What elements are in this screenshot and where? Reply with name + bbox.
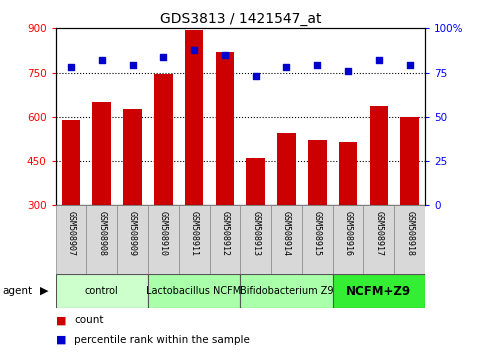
- Bar: [271, 205, 302, 274]
- Text: GSM508913: GSM508913: [251, 211, 260, 256]
- Text: GSM508907: GSM508907: [67, 211, 75, 256]
- Bar: [400, 117, 419, 205]
- Point: [313, 63, 321, 68]
- Text: GSM508918: GSM508918: [405, 211, 414, 256]
- Text: GSM508916: GSM508916: [343, 211, 353, 256]
- Point: [283, 64, 290, 70]
- Point: [159, 54, 167, 59]
- Bar: [62, 120, 80, 205]
- Text: GSM508915: GSM508915: [313, 211, 322, 256]
- Text: GSM508914: GSM508914: [282, 211, 291, 256]
- Text: control: control: [85, 286, 119, 296]
- Bar: [369, 107, 388, 205]
- Bar: [333, 274, 425, 308]
- Bar: [154, 74, 172, 205]
- Bar: [277, 133, 296, 205]
- Bar: [148, 274, 241, 308]
- Bar: [240, 274, 333, 308]
- Point: [344, 68, 352, 74]
- Bar: [210, 205, 240, 274]
- Bar: [302, 205, 333, 274]
- Bar: [148, 205, 179, 274]
- Text: GSM508911: GSM508911: [190, 211, 199, 256]
- Text: GSM508909: GSM508909: [128, 211, 137, 256]
- Bar: [339, 142, 357, 205]
- Text: Bifidobacterium Z9: Bifidobacterium Z9: [240, 286, 333, 296]
- Bar: [123, 109, 142, 205]
- Bar: [86, 205, 117, 274]
- Point: [128, 63, 136, 68]
- Text: GSM508908: GSM508908: [97, 211, 106, 256]
- Point: [190, 47, 198, 52]
- Bar: [364, 205, 394, 274]
- Point: [221, 52, 229, 58]
- Point: [252, 73, 259, 79]
- Title: GDS3813 / 1421547_at: GDS3813 / 1421547_at: [159, 12, 321, 26]
- Bar: [179, 205, 210, 274]
- Text: percentile rank within the sample: percentile rank within the sample: [74, 335, 250, 345]
- Point: [375, 57, 383, 63]
- Text: agent: agent: [2, 286, 32, 296]
- Point: [98, 57, 106, 63]
- Bar: [308, 141, 327, 205]
- Text: ■: ■: [56, 335, 66, 345]
- Point: [406, 63, 413, 68]
- Bar: [240, 205, 271, 274]
- Text: ▶: ▶: [40, 286, 48, 296]
- Bar: [394, 205, 425, 274]
- Point: [67, 64, 75, 70]
- Text: Lactobacillus NCFM: Lactobacillus NCFM: [146, 286, 242, 296]
- Text: ■: ■: [56, 315, 66, 325]
- Bar: [92, 102, 111, 205]
- Bar: [117, 205, 148, 274]
- Text: NCFM+Z9: NCFM+Z9: [346, 285, 412, 298]
- Text: GSM508917: GSM508917: [374, 211, 384, 256]
- Text: count: count: [74, 315, 103, 325]
- Bar: [185, 30, 203, 205]
- Text: GSM508912: GSM508912: [220, 211, 229, 256]
- Bar: [333, 205, 364, 274]
- Bar: [56, 274, 148, 308]
- Text: GSM508910: GSM508910: [159, 211, 168, 256]
- Bar: [56, 205, 86, 274]
- Bar: [246, 158, 265, 205]
- Bar: [215, 52, 234, 205]
